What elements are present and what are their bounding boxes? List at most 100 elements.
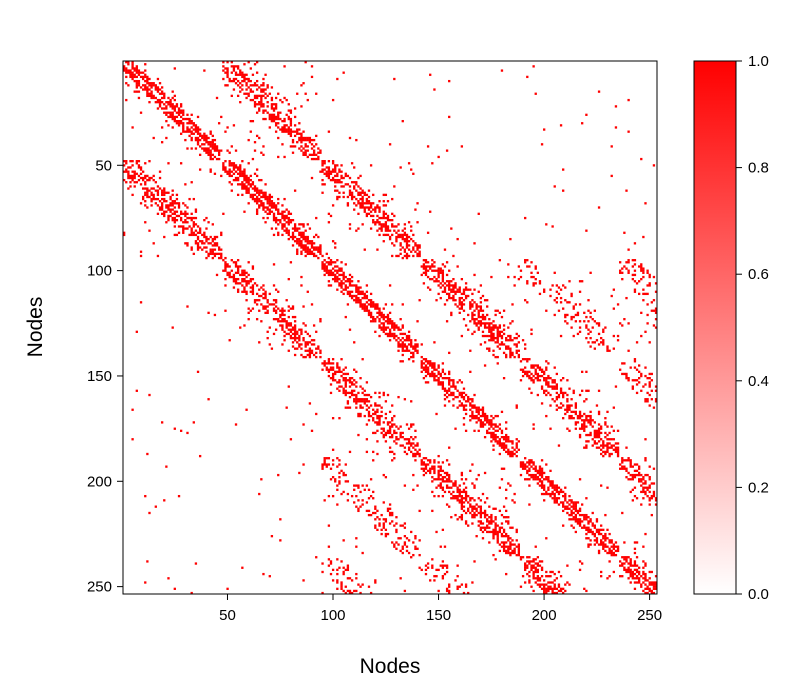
heatmap-cell [325, 265, 328, 268]
heatmap-cell [302, 235, 305, 239]
heatmap-cell [477, 520, 480, 523]
heatmap-cell [424, 467, 428, 470]
heatmap-cell [462, 398, 466, 401]
heatmap-cell [435, 374, 438, 378]
heatmap-cell [460, 497, 464, 500]
heatmap-cell [350, 284, 354, 287]
heatmap-cell [283, 119, 286, 123]
heatmap-cell [635, 564, 639, 567]
heatmap-cell [310, 351, 314, 355]
heatmap-cell [530, 332, 533, 336]
heatmap-cell [378, 307, 381, 310]
heatmap-cell [543, 486, 546, 489]
heatmap-cell [505, 535, 508, 538]
heatmap-cell [327, 374, 331, 378]
heatmap-cell [551, 492, 554, 496]
heatmap-cell [253, 141, 257, 144]
heatmap-cell [266, 311, 269, 315]
heatmap-cell [448, 372, 451, 376]
heatmap-cell [205, 147, 208, 150]
heatmap-cell [551, 482, 554, 485]
heatmap-cell [492, 334, 495, 338]
heatmap-cell [528, 575, 531, 578]
heatmap-cell [344, 377, 347, 380]
heatmap-cell [555, 391, 558, 395]
heatmap-cell [228, 172, 231, 175]
heatmap-cell [293, 227, 297, 230]
heatmap-cell [557, 570, 561, 574]
heatmap-cell [179, 162, 183, 165]
heatmap-cell [340, 284, 343, 287]
heatmap-cell [154, 197, 157, 201]
heatmap-cell [471, 482, 474, 485]
heatmap-cell [388, 425, 392, 428]
heatmap-cell [315, 412, 318, 416]
heatmap-cell [146, 86, 149, 89]
heatmap-cell [298, 237, 301, 241]
heatmap-cell [640, 575, 643, 578]
heatmap-cell [614, 450, 618, 454]
heatmap-cell [209, 130, 212, 133]
heatmap-cell [336, 181, 339, 184]
heatmap-cell [268, 92, 271, 95]
heatmap-cell [460, 505, 464, 508]
heatmap-cell [540, 387, 544, 390]
heatmap-cell [593, 535, 596, 538]
heatmap-cell [139, 168, 143, 171]
heatmap-cell [300, 138, 303, 142]
heatmap-cell [600, 336, 603, 340]
heatmap-cell [507, 551, 510, 555]
heatmap-cell [564, 313, 567, 317]
heatmap-cell [203, 233, 206, 237]
heatmap-cell [437, 267, 440, 270]
heatmap-cell [602, 528, 605, 531]
heatmap-cell [327, 524, 331, 527]
heatmap-cell [595, 429, 599, 432]
heatmap-cell [336, 366, 339, 369]
heatmap-cell [239, 326, 242, 329]
heatmap-cell [374, 410, 377, 414]
heatmap-cell [209, 248, 212, 251]
heatmap-cell [566, 581, 569, 584]
heatmap-cell [217, 252, 221, 256]
heatmap-cell [323, 457, 326, 460]
heatmap-cell [374, 206, 377, 209]
heatmap-cell [473, 414, 476, 418]
heatmap-cell [519, 379, 523, 382]
heatmap-cell [393, 185, 396, 188]
heatmap-cell [353, 208, 356, 211]
heatmap-cell [488, 349, 491, 352]
heatmap-cell [264, 294, 267, 298]
heatmap-cell [458, 303, 461, 306]
heatmap-cell [321, 362, 324, 365]
heatmap-cell [551, 497, 554, 500]
heatmap-cell [562, 395, 565, 399]
heatmap-cell [517, 543, 521, 546]
heatmap-cell [384, 431, 388, 435]
heatmap-cell [610, 541, 613, 544]
heatmap-cell [578, 509, 582, 513]
heatmap-cell [452, 286, 455, 289]
heatmap-cell [538, 374, 542, 378]
heatmap-cell [568, 494, 571, 498]
heatmap-cell [315, 330, 318, 333]
heatmap-cell [135, 181, 138, 184]
heatmap-cell [517, 549, 521, 553]
heatmap-cell [160, 212, 164, 215]
heatmap-cell [526, 282, 529, 285]
heatmap-cell [604, 545, 607, 548]
heatmap-cell [633, 366, 637, 369]
heatmap-cell [416, 221, 419, 224]
heatmap-cell [129, 75, 132, 79]
heatmap-cell [562, 377, 565, 380]
heatmap-cell [534, 558, 537, 561]
heatmap-cell [507, 545, 510, 548]
heatmap-cell [532, 577, 535, 580]
heatmap-cell [384, 216, 388, 220]
heatmap-cell [300, 242, 303, 245]
heatmap-cell [654, 290, 657, 293]
heatmap-cell [376, 229, 379, 232]
heatmap-cell [570, 315, 573, 319]
heatmap-cell [188, 128, 191, 131]
heatmap-cell [469, 307, 472, 310]
